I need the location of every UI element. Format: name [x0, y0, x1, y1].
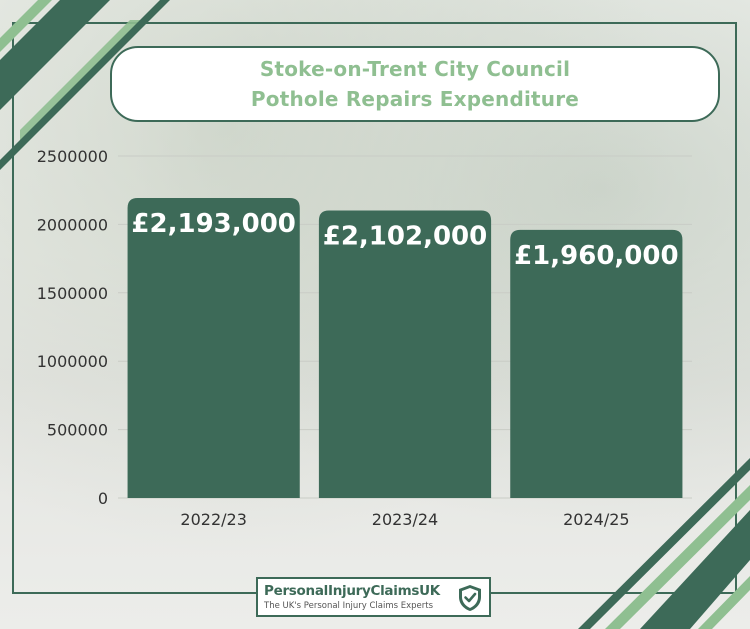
brand-logo: PersonalInjuryClaimsUK The UK's Personal… — [256, 577, 491, 617]
logo-tagline: The UK's Personal Injury Claims Experts — [264, 600, 434, 611]
bar-data-label-0: £2,193,000 — [131, 209, 295, 239]
x-tick-label-1: 2023/24 — [372, 510, 438, 529]
bar-1 — [318, 210, 492, 498]
chart-title-box: Stoke-on-Trent City Council Pothole Repa… — [110, 46, 720, 122]
y-tick-label-0: 0 — [98, 489, 108, 508]
chart-title-line-2: Pothole Repairs Expenditure — [250, 87, 580, 111]
shield-check-icon — [459, 585, 481, 611]
y-tick-label-3: 1500000 — [37, 284, 108, 303]
x-tick-label-0: 2022/23 — [180, 510, 246, 529]
bar-data-label-1: £2,102,000 — [323, 221, 487, 251]
bar-2 — [510, 229, 683, 498]
bar-data-label-2: £1,960,000 — [514, 241, 678, 271]
y-tick-label-2: 1000000 — [37, 352, 108, 371]
x-tick-label-2: 2024/25 — [563, 510, 629, 529]
logo-name: PersonalInjuryClaimsUK — [264, 582, 440, 599]
chart-title-line-1: Stoke-on-Trent City Council — [259, 57, 571, 81]
bar-0 — [127, 197, 300, 498]
y-tick-label-4: 2000000 — [37, 215, 108, 234]
y-tick-label-5: 2500000 — [37, 147, 108, 166]
y-tick-label-1: 500000 — [47, 421, 108, 440]
